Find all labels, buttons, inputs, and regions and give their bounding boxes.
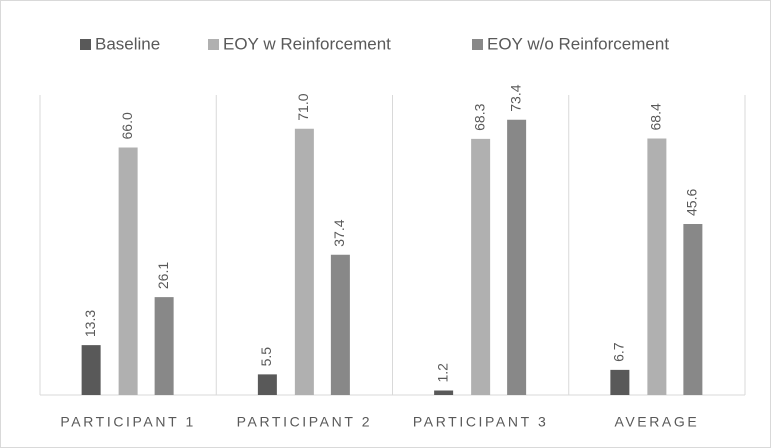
bar — [330, 254, 350, 395]
bar — [118, 147, 138, 395]
bar — [610, 369, 630, 395]
legend-label: EOY w/o Reinforcement — [487, 34, 669, 53]
legend-label: Baseline — [95, 34, 160, 53]
legend-swatch — [208, 39, 219, 50]
data-label: 26.1 — [155, 262, 171, 289]
legend-swatch — [472, 39, 483, 50]
bar — [434, 390, 454, 395]
x-tick-label: PARTICIPANT 3 — [413, 414, 548, 430]
data-label: 68.4 — [648, 103, 664, 130]
bar — [81, 345, 101, 395]
data-label: 68.3 — [471, 103, 487, 130]
x-tick-label: PARTICIPANT 1 — [60, 414, 195, 430]
bar — [257, 374, 277, 395]
data-label: 1.2 — [434, 363, 450, 383]
data-label: 66.0 — [119, 112, 135, 139]
bar — [683, 224, 703, 395]
x-tick-label: PARTICIPANT 2 — [237, 414, 372, 430]
bar — [154, 297, 174, 395]
legend-label: EOY w Reinforcement — [223, 34, 391, 53]
bar — [647, 138, 667, 395]
data-label: 13.3 — [82, 310, 98, 337]
data-label: 73.4 — [507, 84, 523, 111]
bar — [471, 138, 491, 395]
data-label: 6.7 — [611, 342, 627, 362]
x-tick-label: AVERAGE — [614, 414, 699, 430]
data-label: 45.6 — [684, 189, 700, 216]
bar — [507, 119, 527, 395]
data-label: 5.5 — [258, 347, 274, 367]
data-label: 71.0 — [295, 93, 311, 120]
bar — [294, 128, 314, 395]
legend-swatch — [80, 39, 91, 50]
data-label: 37.4 — [331, 219, 347, 246]
